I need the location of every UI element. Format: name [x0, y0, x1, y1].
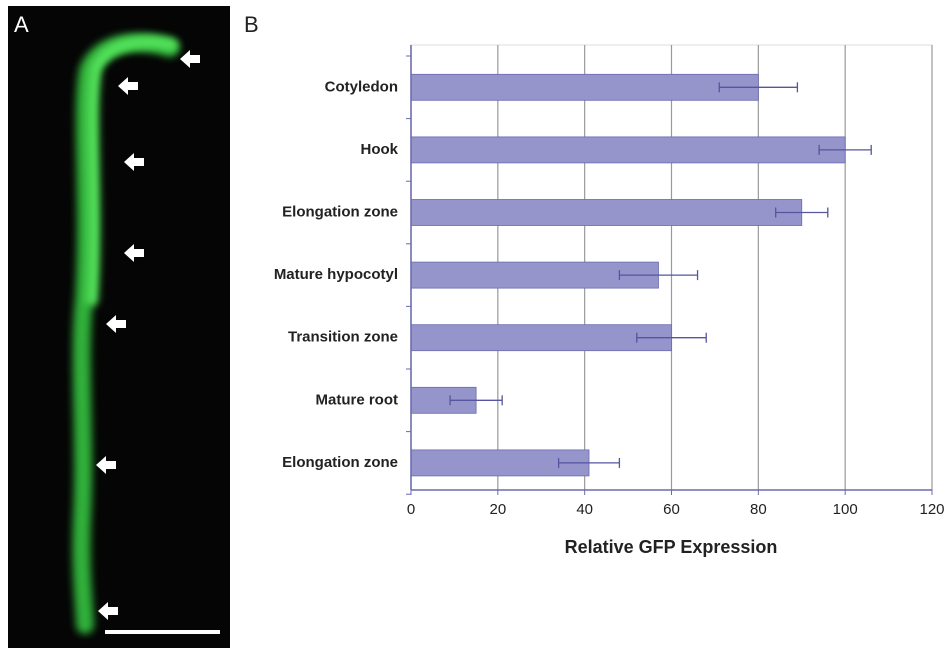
- x-tick-label: 40: [576, 501, 593, 518]
- panel-label: B: [244, 12, 259, 37]
- category-label: Elongation zone: [282, 203, 398, 220]
- x-tick-label: 0: [407, 501, 415, 518]
- x-axis-title: Relative GFP Expression: [565, 537, 778, 557]
- panel-a-image: [8, 6, 230, 648]
- category-label: Elongation zone: [282, 454, 398, 471]
- bar: [411, 137, 845, 163]
- x-tick-label: 60: [663, 501, 680, 518]
- bar: [411, 325, 672, 351]
- category-label: Mature hypocotyl: [274, 266, 398, 283]
- category-label: Cotyledon: [325, 78, 398, 95]
- figure: A B 0 20 40 60 80 100 120 Cotyledon Hook Elongati…: [0, 0, 949, 652]
- bar: [411, 74, 758, 100]
- category-label: Hook: [361, 141, 399, 158]
- x-tick-label: 120: [919, 501, 944, 518]
- panel-label: A: [14, 12, 29, 37]
- bar: [411, 200, 802, 226]
- category-label: Mature root: [316, 391, 399, 408]
- x-tick-label: 80: [750, 501, 767, 518]
- category-label: Transition zone: [288, 329, 398, 346]
- x-tick-label: 20: [489, 501, 506, 518]
- plot: 0 20 40 60 80 100 120 Cotyledon Hook Elongation z…: [274, 45, 945, 518]
- x-tick-label: 100: [833, 501, 858, 518]
